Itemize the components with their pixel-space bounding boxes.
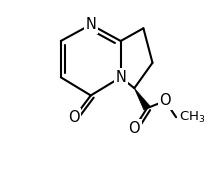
Polygon shape: [134, 88, 150, 110]
Text: N: N: [85, 17, 96, 32]
Text: O: O: [159, 93, 171, 108]
Text: N: N: [115, 70, 126, 85]
Text: O: O: [129, 121, 140, 136]
Text: CH$_3$: CH$_3$: [179, 110, 205, 125]
Text: O: O: [68, 110, 79, 125]
